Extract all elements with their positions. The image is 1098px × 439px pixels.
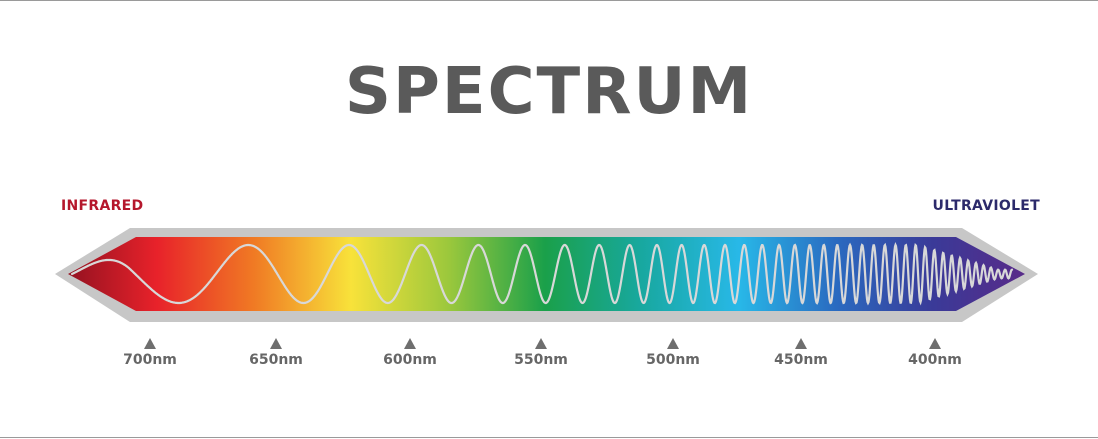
tick-marker-icon — [535, 338, 547, 349]
bottom-rule — [0, 437, 1098, 438]
tick-500nm: 500nm — [633, 338, 713, 368]
tick-marker-icon — [404, 338, 416, 349]
tick-label: 550nm — [514, 352, 568, 368]
tick-marker-icon — [929, 338, 941, 349]
tick-marker-icon — [795, 338, 807, 349]
tick-marker-icon — [144, 338, 156, 349]
tick-label: 400nm — [908, 352, 962, 368]
tick-550nm: 550nm — [501, 338, 581, 368]
page-title: SPECTRUM — [344, 55, 754, 129]
tick-400nm: 400nm — [895, 338, 975, 368]
tick-label: 700nm — [123, 352, 177, 368]
tick-700nm: 700nm — [110, 338, 190, 368]
infrared-label: INFRARED — [61, 198, 144, 214]
tick-label: 600nm — [383, 352, 437, 368]
tick-label: 500nm — [646, 352, 700, 368]
tick-label: 650nm — [249, 352, 303, 368]
tick-600nm: 600nm — [370, 338, 450, 368]
tick-marker-icon — [270, 338, 282, 349]
tick-650nm: 650nm — [236, 338, 316, 368]
tick-marker-icon — [667, 338, 679, 349]
tick-450nm: 450nm — [761, 338, 841, 368]
ultraviolet-label: ULTRAVIOLET — [932, 198, 1040, 214]
wave-line — [70, 241, 1014, 306]
tick-label: 450nm — [774, 352, 828, 368]
top-rule — [0, 0, 1098, 1]
